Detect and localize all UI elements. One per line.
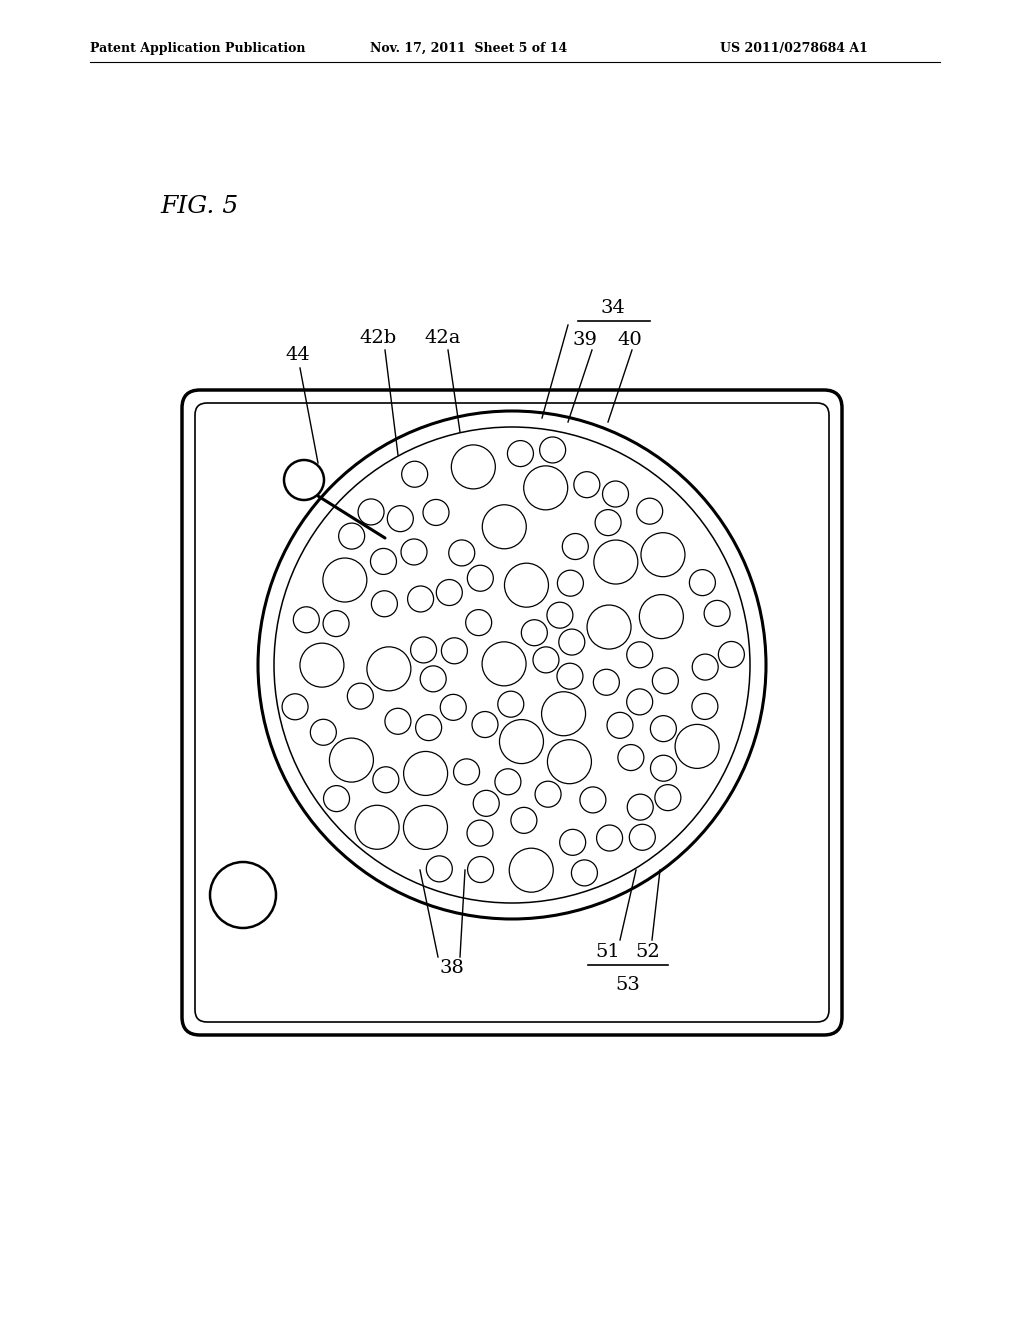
Text: 42a: 42a <box>425 329 461 347</box>
Text: US 2011/0278684 A1: US 2011/0278684 A1 <box>720 42 868 55</box>
Text: 34: 34 <box>600 300 626 317</box>
Text: 44: 44 <box>286 346 310 364</box>
FancyBboxPatch shape <box>182 389 842 1035</box>
Text: 42b: 42b <box>359 329 396 347</box>
Text: 52: 52 <box>636 942 660 961</box>
Text: 38: 38 <box>439 960 465 977</box>
Text: 51: 51 <box>596 942 621 961</box>
Text: 39: 39 <box>572 331 597 348</box>
Text: FIG. 5: FIG. 5 <box>160 195 239 218</box>
Text: Patent Application Publication: Patent Application Publication <box>90 42 305 55</box>
Text: 40: 40 <box>617 331 642 348</box>
Text: Nov. 17, 2011  Sheet 5 of 14: Nov. 17, 2011 Sheet 5 of 14 <box>370 42 567 55</box>
FancyBboxPatch shape <box>195 403 829 1022</box>
Text: 53: 53 <box>615 975 640 994</box>
